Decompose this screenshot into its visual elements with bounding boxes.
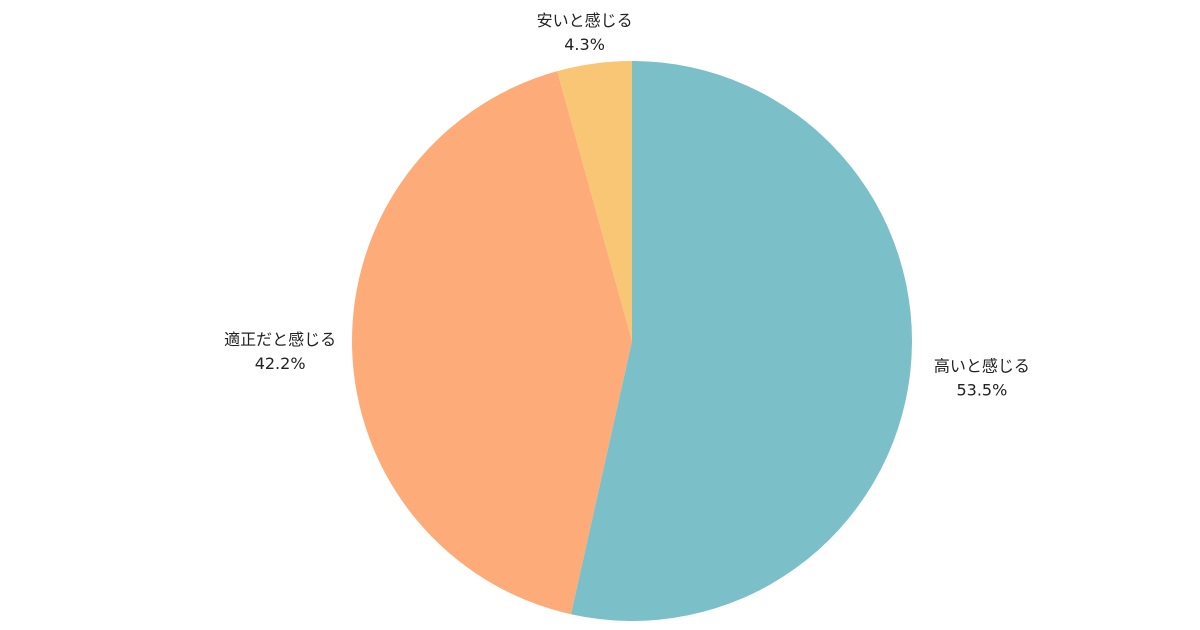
slice-value-label: 53.5%	[956, 380, 1007, 399]
slice-label: 適正だと感じる 42.2%	[224, 330, 336, 373]
slice-category-label: 安いと感じる	[537, 11, 633, 30]
pie-slice	[570, 61, 912, 621]
slice-category-label: 高いと感じる	[934, 356, 1030, 375]
slice-label: 高いと感じる 53.5%	[934, 356, 1030, 399]
slice-value-label: 42.2%	[255, 354, 306, 373]
slice-value-label: 4.3%	[564, 35, 605, 54]
slice-category-label: 適正だと感じる	[224, 330, 336, 349]
pie-slice	[351, 71, 632, 615]
slice-label: 安いと感じる 4.3%	[537, 11, 633, 54]
pie-slice	[557, 61, 632, 341]
